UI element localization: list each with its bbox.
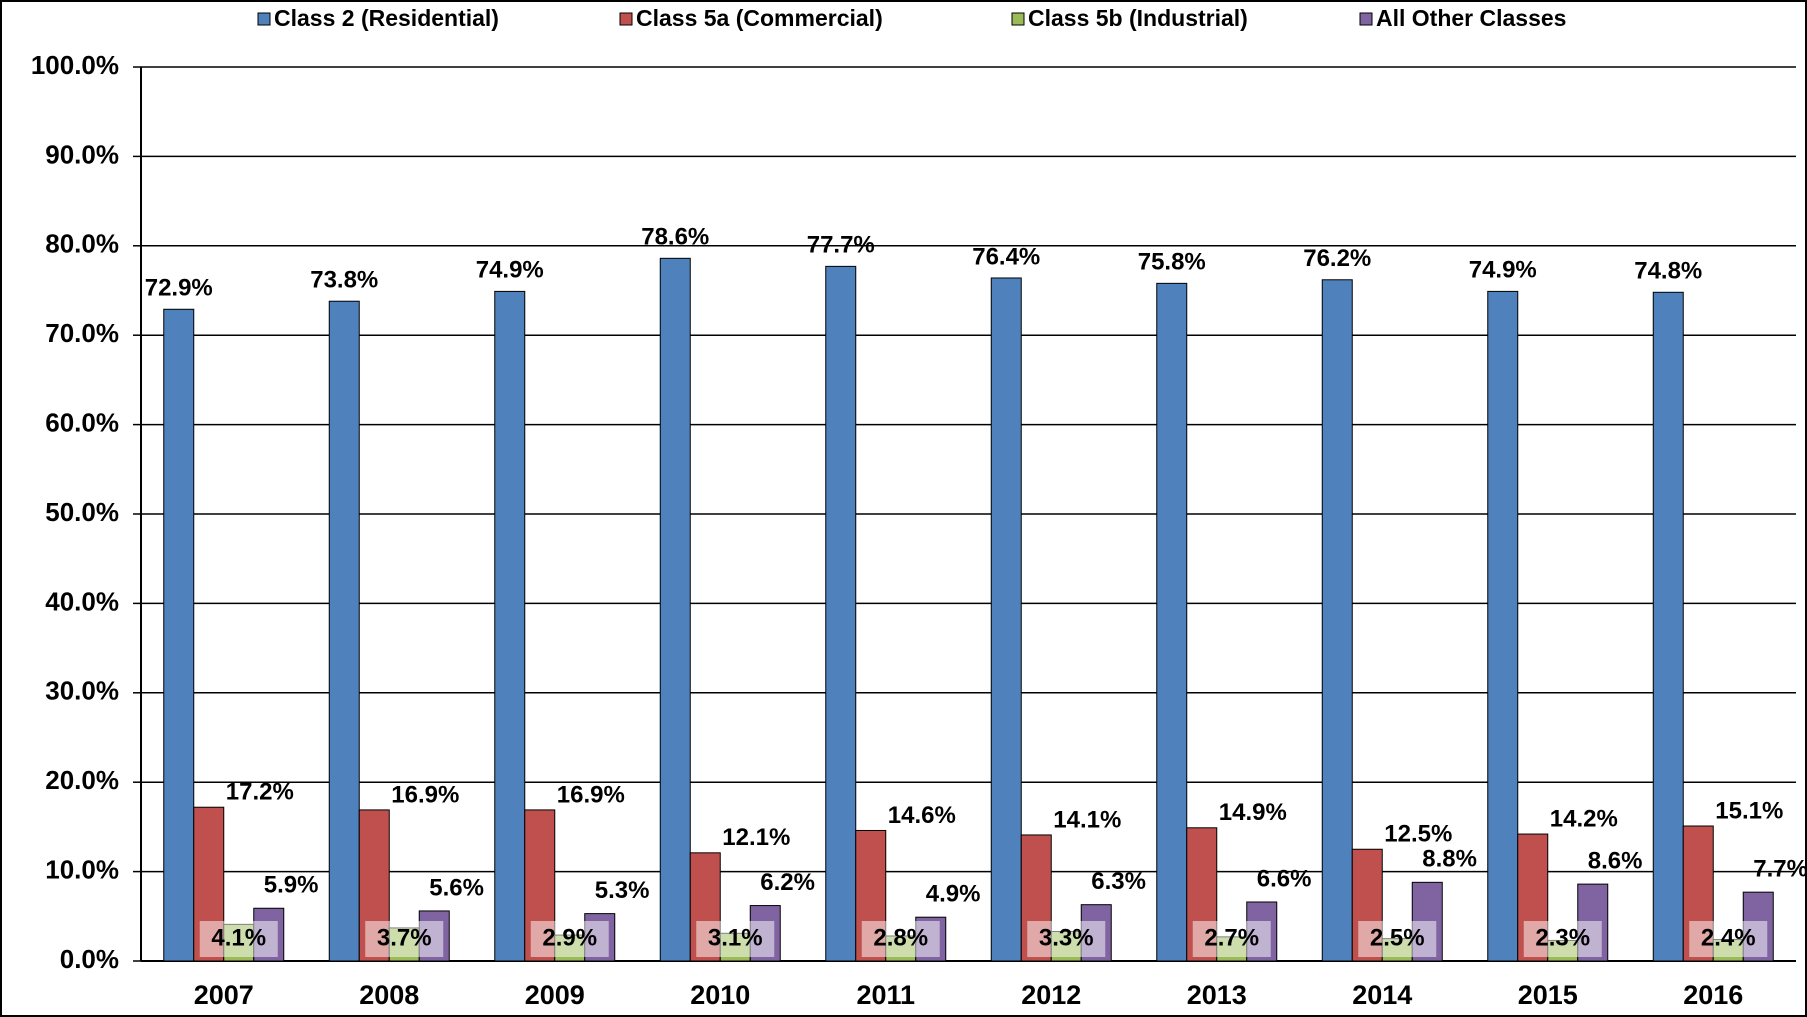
label-box xyxy=(861,921,940,957)
data-label: 14.9% xyxy=(1219,799,1287,826)
bar xyxy=(328,300,360,962)
x-tick-label: 2010 xyxy=(690,980,750,1010)
bar xyxy=(494,290,526,962)
bar xyxy=(825,265,857,962)
data-label: 2.9% xyxy=(542,924,597,951)
y-tick-label: 70.0% xyxy=(45,318,119,348)
y-tick-label: 40.0% xyxy=(45,586,119,616)
bar xyxy=(1487,290,1519,962)
data-label: 72.9% xyxy=(145,275,213,302)
data-label: 14.2% xyxy=(1550,805,1618,832)
label-box xyxy=(1523,921,1602,957)
data-label: 3.1% xyxy=(708,924,763,951)
data-label: 74.9% xyxy=(476,257,544,284)
label-box xyxy=(1027,921,1106,957)
data-label: 2.8% xyxy=(873,924,928,951)
data-label: 3.3% xyxy=(1039,924,1094,951)
data-label: 2.5% xyxy=(1370,924,1425,951)
label-box xyxy=(1358,921,1437,957)
data-label: 8.6% xyxy=(1588,847,1643,874)
label-box xyxy=(199,921,278,957)
data-label: 17.2% xyxy=(226,779,294,806)
legend-label: Class 2 (Residential) xyxy=(274,5,499,31)
label-box xyxy=(365,921,444,957)
x-tick-label: 2007 xyxy=(194,980,254,1010)
legend-swatch xyxy=(257,12,271,26)
legend-swatch xyxy=(1011,12,1025,26)
data-label: 5.6% xyxy=(429,874,484,901)
data-label: 2.3% xyxy=(1535,924,1590,951)
y-tick-label: 50.0% xyxy=(45,497,119,527)
data-label: 74.8% xyxy=(1634,258,1702,285)
bar xyxy=(990,277,1022,962)
data-label: 77.7% xyxy=(807,232,875,259)
data-label: 6.6% xyxy=(1257,865,1312,892)
data-label: 7.7% xyxy=(1753,856,1807,883)
y-tick-label: 30.0% xyxy=(45,676,119,706)
data-label: 78.6% xyxy=(641,224,709,251)
label-box xyxy=(1689,921,1768,957)
data-label: 2.4% xyxy=(1701,924,1756,951)
bar xyxy=(1652,291,1684,962)
bar xyxy=(163,308,195,962)
x-tick-label: 2008 xyxy=(359,980,419,1010)
data-label: 74.9% xyxy=(1469,257,1537,284)
y-tick-label: 100.0% xyxy=(31,50,119,80)
data-label: 4.9% xyxy=(926,881,981,908)
data-label: 15.1% xyxy=(1715,797,1783,824)
data-label: 5.3% xyxy=(595,877,650,904)
x-tick-label: 2014 xyxy=(1352,980,1412,1010)
bar xyxy=(1321,279,1353,962)
data-label: 12.5% xyxy=(1384,821,1452,848)
legend-swatch xyxy=(1359,12,1373,26)
data-label: 5.9% xyxy=(264,872,319,899)
data-label: 3.7% xyxy=(377,924,432,951)
data-label: 16.9% xyxy=(391,781,459,808)
label-box xyxy=(1192,921,1271,957)
data-label: 16.9% xyxy=(557,781,625,808)
label-box xyxy=(696,921,775,957)
data-label: 12.1% xyxy=(722,824,790,851)
y-tick-label: 90.0% xyxy=(45,139,119,169)
data-label: 76.4% xyxy=(972,243,1040,270)
x-tick-label: 2009 xyxy=(525,980,585,1010)
legend-label: All Other Classes xyxy=(1376,5,1566,31)
data-label: 75.8% xyxy=(1138,249,1206,276)
y-tick-label: 20.0% xyxy=(45,765,119,795)
legend-label: Class 5a (Commercial) xyxy=(636,5,883,31)
data-label: 8.8% xyxy=(1422,846,1477,873)
data-label: 14.1% xyxy=(1053,806,1121,833)
data-label: 6.2% xyxy=(760,869,815,896)
y-tick-label: 60.0% xyxy=(45,407,119,437)
label-box xyxy=(530,921,609,957)
y-tick-label: 80.0% xyxy=(45,229,119,259)
y-tick-label: 0.0% xyxy=(60,944,119,974)
data-label: 4.1% xyxy=(211,924,266,951)
x-tick-label: 2011 xyxy=(856,980,915,1010)
x-tick-label: 2012 xyxy=(1021,980,1081,1010)
x-tick-label: 2013 xyxy=(1187,980,1247,1010)
data-label: 73.8% xyxy=(310,267,378,294)
data-label: 2.7% xyxy=(1204,924,1259,951)
bar xyxy=(659,257,691,962)
legend-swatch xyxy=(619,12,633,26)
data-label: 14.6% xyxy=(888,802,956,829)
x-tick-label: 2015 xyxy=(1518,980,1578,1010)
data-label: 76.2% xyxy=(1303,245,1371,272)
x-tick-label: 2016 xyxy=(1683,980,1743,1010)
legend-label: Class 5b (Industrial) xyxy=(1028,5,1248,31)
data-label: 6.3% xyxy=(1091,868,1146,895)
y-tick-label: 10.0% xyxy=(45,854,119,884)
bar xyxy=(1156,282,1188,962)
